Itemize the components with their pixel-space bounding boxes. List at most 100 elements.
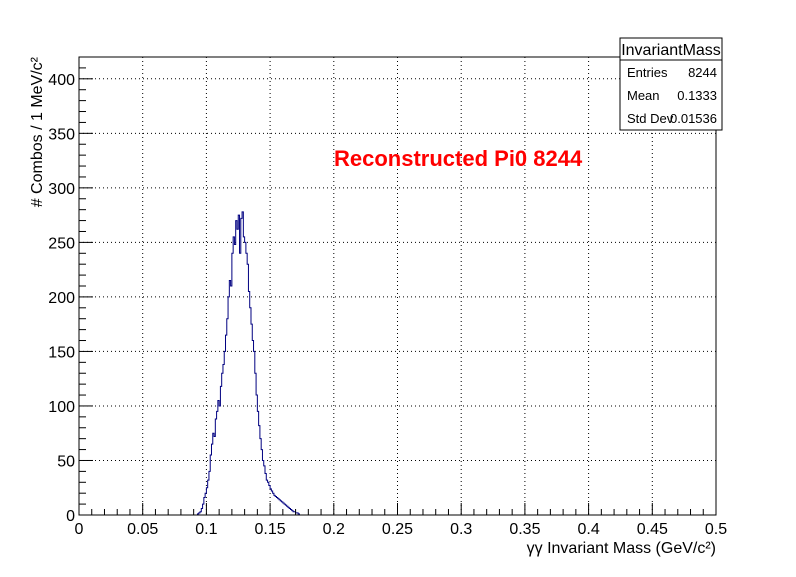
histogram-bin	[266, 480, 267, 515]
histogram-bin	[243, 237, 244, 515]
stats-box-frame	[619, 37, 723, 131]
histogram-bin	[234, 245, 235, 515]
x-tick-labels: 0 0.05 0.1 0.15 0.2 0.25 0.3 0.35 0.4 0.45 0.5	[75, 521, 728, 538]
histogram-bin	[241, 218, 242, 515]
histogram-bin	[233, 237, 234, 515]
grid-lines	[79, 57, 716, 515]
histogram-bin	[210, 455, 211, 515]
histogram-bin	[273, 493, 274, 515]
x-tick-label: 0.25	[382, 521, 413, 538]
y-tick-label: 200	[48, 290, 75, 307]
histogram-bin	[236, 221, 237, 515]
stats-stddev-value: 0.01536	[670, 111, 717, 126]
y-tick-label: 300	[48, 181, 75, 198]
histogram-bin	[279, 500, 280, 515]
histogram-bin	[208, 480, 209, 515]
histogram-bin	[251, 324, 252, 515]
histogram-bin	[287, 506, 288, 515]
histogram-bin	[214, 436, 215, 515]
histogram-bin	[245, 242, 246, 515]
histogram-bin	[284, 504, 285, 515]
histogram-bin	[250, 308, 251, 515]
annotation-text: Reconstructed Pi0 8244	[334, 146, 583, 171]
histogram-bin	[274, 495, 275, 515]
histogram-bin	[261, 450, 262, 515]
histogram-bin	[257, 411, 258, 515]
y-axis-label: # Combos / 1 MeV/c²	[29, 56, 46, 207]
histogram-bin	[264, 466, 265, 515]
histogram-bin	[268, 482, 269, 515]
histogram-bin	[215, 419, 216, 515]
histogram-bin	[211, 444, 212, 515]
histogram-bin	[247, 264, 248, 515]
x-tick-label: 0.35	[509, 521, 540, 538]
histogram-bin	[238, 215, 239, 515]
histogram-bin	[289, 508, 290, 515]
histogram-bin	[290, 510, 291, 515]
histogram-bin	[204, 498, 205, 515]
histogram-bin	[237, 229, 238, 515]
x-tick-label: 0	[75, 521, 84, 538]
histogram-bin	[271, 491, 272, 515]
histogram-bin	[256, 395, 257, 515]
y-tick-label: 400	[48, 72, 75, 89]
histogram-bin	[292, 511, 293, 515]
histogram-bin	[255, 373, 256, 515]
stats-entries-value: 8244	[688, 65, 717, 80]
histogram-bin	[217, 411, 218, 515]
histogram-bin	[260, 439, 261, 515]
x-tick-label: 0.15	[255, 521, 286, 538]
y-tick-labels: 0 50 100 150 200 250 300 350 400	[48, 72, 75, 525]
stats-title: InvariantMass	[621, 42, 721, 59]
histogram-bin	[275, 496, 276, 515]
y-tick-label: 350	[48, 126, 75, 143]
histogram-bin	[262, 460, 263, 515]
histogram-bin	[285, 505, 286, 515]
histogram-bin	[242, 212, 243, 515]
histogram-bin	[222, 373, 223, 515]
histogram-bin	[209, 471, 210, 515]
histogram-bin	[228, 297, 229, 515]
y-tick-label: 50	[57, 453, 75, 470]
histogram-bin	[259, 426, 260, 515]
x-tick-label: 0.2	[323, 521, 345, 538]
stats-mean-value: 0.1333	[677, 88, 717, 103]
stats-entries-label: Entries	[627, 65, 668, 80]
histogram-bin	[248, 291, 249, 515]
histogram-bin	[231, 286, 232, 515]
x-tick-label: 0.1	[195, 521, 217, 538]
y-tick-label: 150	[48, 344, 75, 361]
histogram-bin	[229, 281, 230, 515]
histogram-bin	[246, 253, 247, 515]
histogram-line	[196, 211, 300, 515]
histogram-bin	[252, 341, 253, 515]
x-axis-label: γγ Invariant Mass (GeV/c²)	[527, 540, 716, 557]
histogram-bin	[240, 253, 241, 515]
x-tick-label: 0.4	[577, 521, 599, 538]
histogram-bin	[265, 474, 266, 515]
histogram-bin	[218, 401, 219, 516]
stats-box: InvariantMass Entries 8244 Mean 0.1333 S…	[619, 37, 723, 131]
x-tick-label: 0.05	[127, 521, 158, 538]
x-tick-label: 0.45	[637, 521, 668, 538]
histogram-bin	[288, 507, 289, 515]
histogram-bin	[220, 386, 221, 515]
histogram-bin	[203, 504, 204, 515]
histogram-bin	[276, 498, 277, 515]
histogram-bin	[254, 351, 255, 515]
x-tick-label: 0.3	[450, 521, 472, 538]
histogram-bin	[224, 351, 225, 515]
histogram-bin	[201, 508, 202, 515]
histogram-bin	[213, 433, 214, 515]
y-tick-label: 250	[48, 235, 75, 252]
histogram-bin	[227, 319, 228, 515]
x-tick-label: 0.5	[705, 521, 727, 538]
histogram-series	[196, 211, 300, 516]
histogram-bin	[278, 499, 279, 515]
y-tick-label: 100	[48, 399, 75, 416]
stats-mean-label: Mean	[627, 88, 660, 103]
histogram-bin	[223, 365, 224, 515]
axis-ticks	[78, 56, 717, 516]
